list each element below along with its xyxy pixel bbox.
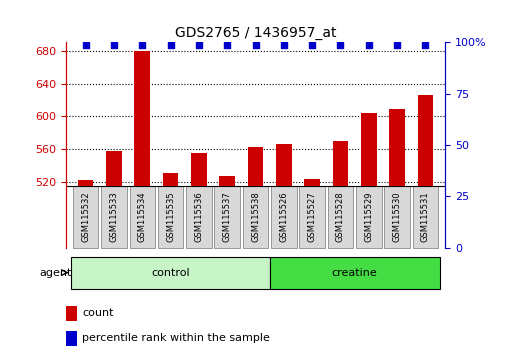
FancyBboxPatch shape [384,186,409,248]
Point [81,42,89,48]
Text: percentile rank within the sample: percentile rank within the sample [82,333,269,343]
FancyBboxPatch shape [356,186,381,248]
Bar [304,179,319,186]
Point [421,42,429,48]
Bar [134,51,150,186]
Text: GSM115530: GSM115530 [392,192,401,242]
Text: control: control [151,268,189,278]
FancyBboxPatch shape [242,186,268,248]
Bar [219,176,234,186]
Text: GSM115535: GSM115535 [166,192,175,242]
Bar [66,306,77,321]
FancyBboxPatch shape [412,186,437,248]
Text: GSM115537: GSM115537 [222,192,231,242]
Point [364,42,372,48]
Point [194,42,203,48]
Point [336,42,344,48]
Bar [163,173,178,186]
FancyBboxPatch shape [269,257,439,289]
Bar [66,331,77,346]
Text: GSM115528: GSM115528 [335,192,344,242]
Bar [78,179,93,186]
Text: agent: agent [39,268,71,278]
Text: GSM115533: GSM115533 [109,192,118,242]
Bar [276,144,291,186]
FancyBboxPatch shape [299,186,324,248]
Text: count: count [82,308,113,318]
FancyBboxPatch shape [214,186,239,248]
Text: GSM115527: GSM115527 [307,192,316,242]
Title: GDS2765 / 1436957_at: GDS2765 / 1436957_at [174,26,336,40]
Text: GSM115529: GSM115529 [364,192,373,242]
Point [308,42,316,48]
Point [251,42,259,48]
FancyBboxPatch shape [327,186,352,248]
Bar [247,147,263,186]
Bar [417,95,432,186]
Bar [106,151,122,186]
FancyBboxPatch shape [129,186,155,248]
Point [138,42,146,48]
Point [392,42,400,48]
FancyBboxPatch shape [71,257,269,289]
Point [110,42,118,48]
Text: GSM115532: GSM115532 [81,192,90,242]
Text: GSM115531: GSM115531 [420,192,429,242]
Point [223,42,231,48]
FancyBboxPatch shape [73,186,98,248]
Text: GSM115534: GSM115534 [137,192,146,242]
Bar [388,109,404,186]
Bar [191,153,206,186]
Text: GSM115538: GSM115538 [250,192,260,242]
Text: GSM115526: GSM115526 [279,192,288,242]
FancyBboxPatch shape [186,186,211,248]
FancyBboxPatch shape [101,186,126,248]
Text: GSM115536: GSM115536 [194,192,203,242]
Text: creatine: creatine [331,268,377,278]
FancyBboxPatch shape [271,186,296,248]
FancyBboxPatch shape [158,186,183,248]
Bar [332,141,347,186]
Point [166,42,174,48]
Bar [360,113,376,186]
Point [279,42,287,48]
